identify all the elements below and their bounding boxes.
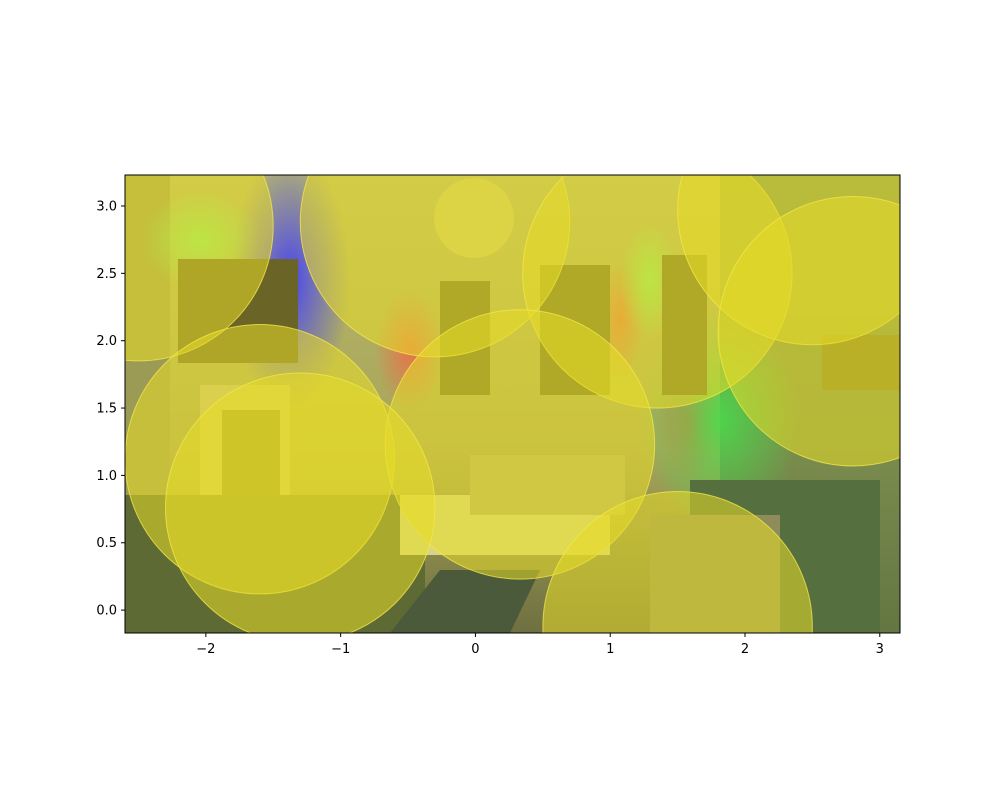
x-tick-label: 3 xyxy=(876,642,884,657)
x-tick-label: −2 xyxy=(196,642,215,657)
data-circles xyxy=(125,175,900,633)
x-tick-label: −1 xyxy=(331,642,350,657)
y-axis: 0.0 0.5 1.0 1.5 2.0 2.5 3.0 xyxy=(96,199,125,619)
x-tick-label: 1 xyxy=(606,642,614,657)
y-tick-label: 2.5 xyxy=(96,267,117,282)
data-point-circle-9 xyxy=(542,491,813,633)
axes-frame xyxy=(124,174,901,634)
data-point-circle-5 xyxy=(717,196,900,467)
y-tick-label: 1.5 xyxy=(96,402,117,417)
y-tick-label: 1.0 xyxy=(96,469,117,484)
x-tick-label: 2 xyxy=(741,642,749,657)
y-tick-label: 0.5 xyxy=(96,536,117,551)
y-tick-label: 3.0 xyxy=(96,199,117,214)
x-axis: −2 −1 0 1 2 3 xyxy=(196,633,884,657)
x-tick-label: 0 xyxy=(471,642,479,657)
y-tick-label: 0.0 xyxy=(96,604,117,619)
data-point-circle-8 xyxy=(165,372,436,633)
data-point-circle-1 xyxy=(125,175,274,362)
y-tick-label: 2.0 xyxy=(96,334,117,349)
